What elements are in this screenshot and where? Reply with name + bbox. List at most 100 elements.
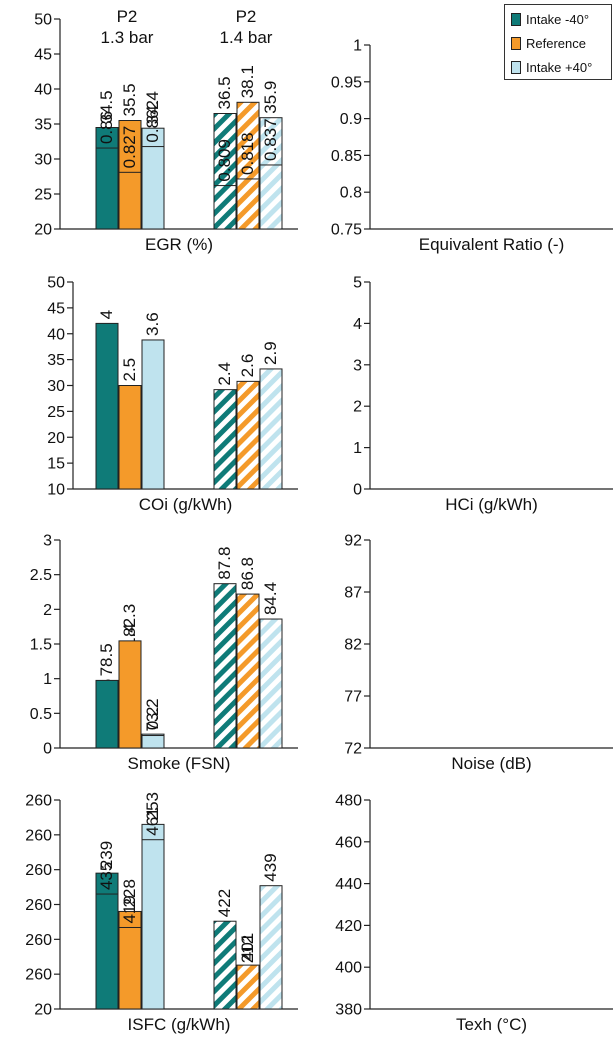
y-tick-label: 35 [47, 352, 65, 369]
y-tick-label: 10 [47, 482, 65, 499]
data-label-intake-minus-40-group-2: 87.8 [215, 547, 234, 580]
bar-intake-minus-40-group-2 [213, 185, 237, 230]
y-tick-label: 0.5 [30, 706, 52, 723]
bar-intake-plus-40-group-1 [141, 146, 165, 230]
legend-label-intake-plus-40: Intake +40° [526, 59, 593, 75]
y-tick-label: 0.8 [340, 185, 362, 202]
data-label-intake-plus-40-group-2: 35.9 [261, 81, 280, 114]
data-label-reference-group-2: 212 [238, 935, 257, 963]
bar-intake-minus-40-group-2 [213, 583, 237, 749]
x-axis-label: COi (g/kWh) [139, 495, 233, 514]
y-tick-label: 50 [34, 12, 52, 29]
data-label-reference-group-1: 228 [120, 879, 139, 907]
y-tick-label: 1.5 [30, 637, 52, 654]
bar-intake-minus-40-group-2 [213, 389, 237, 490]
bar-intake-minus-40-group-1 [95, 679, 119, 749]
data-label-intake-plus-40-group-1: 34.4 [143, 91, 162, 124]
data-label-intake-plus-40-group-2: 0.837 [261, 118, 280, 161]
y-tick-label: 260 [25, 897, 52, 914]
bar-intake-plus-40-group-1 [141, 839, 165, 1010]
x-axis-label: Noise (dB) [451, 754, 531, 773]
chart-noise-db: 72 77 82 87 92 78.5 87.8 82.3 86.8 73.2 84.4 Noise … [95, 533, 613, 773]
data-label-reference-group-2: 401 [238, 933, 257, 961]
y-tick-label: 3 [43, 533, 52, 550]
y-tick-label: 1 [43, 671, 52, 688]
data-label-reference-group-1: 35.5 [120, 83, 139, 116]
bar-reference-group-2 [236, 593, 260, 749]
y-tick-label: 4 [353, 316, 362, 333]
legend-swatch-intake-plus-40 [511, 60, 521, 74]
bar-intake-plus-40-group-2 [259, 368, 283, 490]
bar-reference-group-1 [118, 926, 142, 1010]
bar-reference-group-2 [236, 178, 260, 230]
y-tick-label: 40 [47, 326, 65, 343]
data-label-intake-plus-40-group-1: 461 [143, 807, 162, 835]
y-tick-label: 2.5 [30, 567, 52, 584]
data-label-reference-group-2: 38.1 [238, 65, 257, 98]
y-tick-label: 480 [335, 793, 362, 810]
y-tick-label: 77 [344, 689, 362, 706]
bar-intake-minus-40-group-1 [95, 322, 119, 490]
y-tick-label: 25 [47, 404, 65, 421]
y-tick-label: 82 [344, 637, 362, 654]
data-label-intake-minus-40-group-2: 422 [215, 889, 234, 917]
data-label-intake-minus-40-group-1: 34.5 [97, 90, 116, 123]
y-tick-label: 30 [34, 152, 52, 169]
x-axis-label: Texh (°C) [456, 1015, 527, 1034]
y-tick-label: 72 [344, 741, 362, 758]
y-tick-label: 5 [353, 275, 362, 292]
y-tick-label: 400 [335, 960, 362, 977]
data-label-intake-plus-40-group-2: 84.4 [261, 582, 280, 615]
data-label-intake-plus-40-group-1: 0.2 [143, 706, 162, 730]
y-tick-label: 440 [335, 876, 362, 893]
legend-label-intake-minus-40: Intake -40° [526, 11, 590, 27]
y-tick-label: 0.9 [340, 111, 362, 128]
y-tick-label: 260 [25, 932, 52, 949]
group-header-pressure-1: 1.3 bar [101, 28, 154, 47]
y-tick-label: 50 [47, 275, 65, 292]
y-tick-label: 0.75 [331, 222, 362, 239]
data-label-reference-group-2: 0.818 [238, 132, 257, 175]
bar-intake-minus-40-group-1 [95, 893, 119, 1010]
bar-reference-group-2 [236, 964, 260, 1010]
y-tick-label: 420 [335, 918, 362, 935]
data-label-intake-plus-40-group-2: 2.9 [261, 341, 280, 365]
x-axis-label: Equivalent Ratio (-) [419, 235, 565, 254]
data-label-intake-minus-40-group-2: 0.809 [215, 139, 234, 182]
data-label-intake-plus-40-group-1: 0.862 [143, 100, 162, 143]
y-tick-label: 0 [43, 741, 52, 758]
y-tick-label: 15 [47, 456, 65, 473]
data-label-intake-plus-40-group-2: 439 [261, 853, 280, 881]
y-tick-label: 92 [344, 533, 362, 550]
y-tick-label: 0 [353, 482, 362, 499]
bar-intake-plus-40-group-2 [259, 618, 283, 749]
y-tick-label: 1 [353, 440, 362, 457]
x-axis-label: Smoke (FSN) [128, 754, 231, 773]
y-tick-label: 40 [34, 82, 52, 99]
y-tick-label: 260 [25, 862, 52, 879]
y-tick-label: 2 [43, 602, 52, 619]
data-label-intake-minus-40-group-2: 36.5 [215, 76, 234, 109]
y-tick-label: 1 [353, 38, 362, 55]
y-tick-label: 87 [344, 585, 362, 602]
y-tick-label: 260 [25, 793, 52, 810]
legend-item-reference: Reference [511, 34, 586, 52]
y-tick-label: 35 [34, 117, 52, 134]
x-axis-label: HCi (g/kWh) [445, 495, 538, 514]
y-tick-label: 0.85 [331, 148, 362, 165]
legend-label-reference: Reference [526, 35, 586, 51]
group-header-name-2: P2 [236, 7, 257, 26]
legend-item-intake-minus-40: Intake -40° [511, 10, 589, 28]
bar-reference-group-1 [118, 385, 142, 490]
x-axis-label: EGR (%) [145, 235, 213, 254]
y-tick-label: 45 [34, 47, 52, 64]
data-label-reference-group-1: 0.827 [120, 126, 139, 169]
data-label-intake-plus-40-group-1: 3.6 [143, 312, 162, 336]
legend-swatch-intake-minus-40 [511, 12, 521, 26]
bar-intake-plus-40-group-2 [259, 164, 283, 230]
y-tick-label: 30 [47, 378, 65, 395]
legend-swatch-reference [511, 36, 521, 50]
